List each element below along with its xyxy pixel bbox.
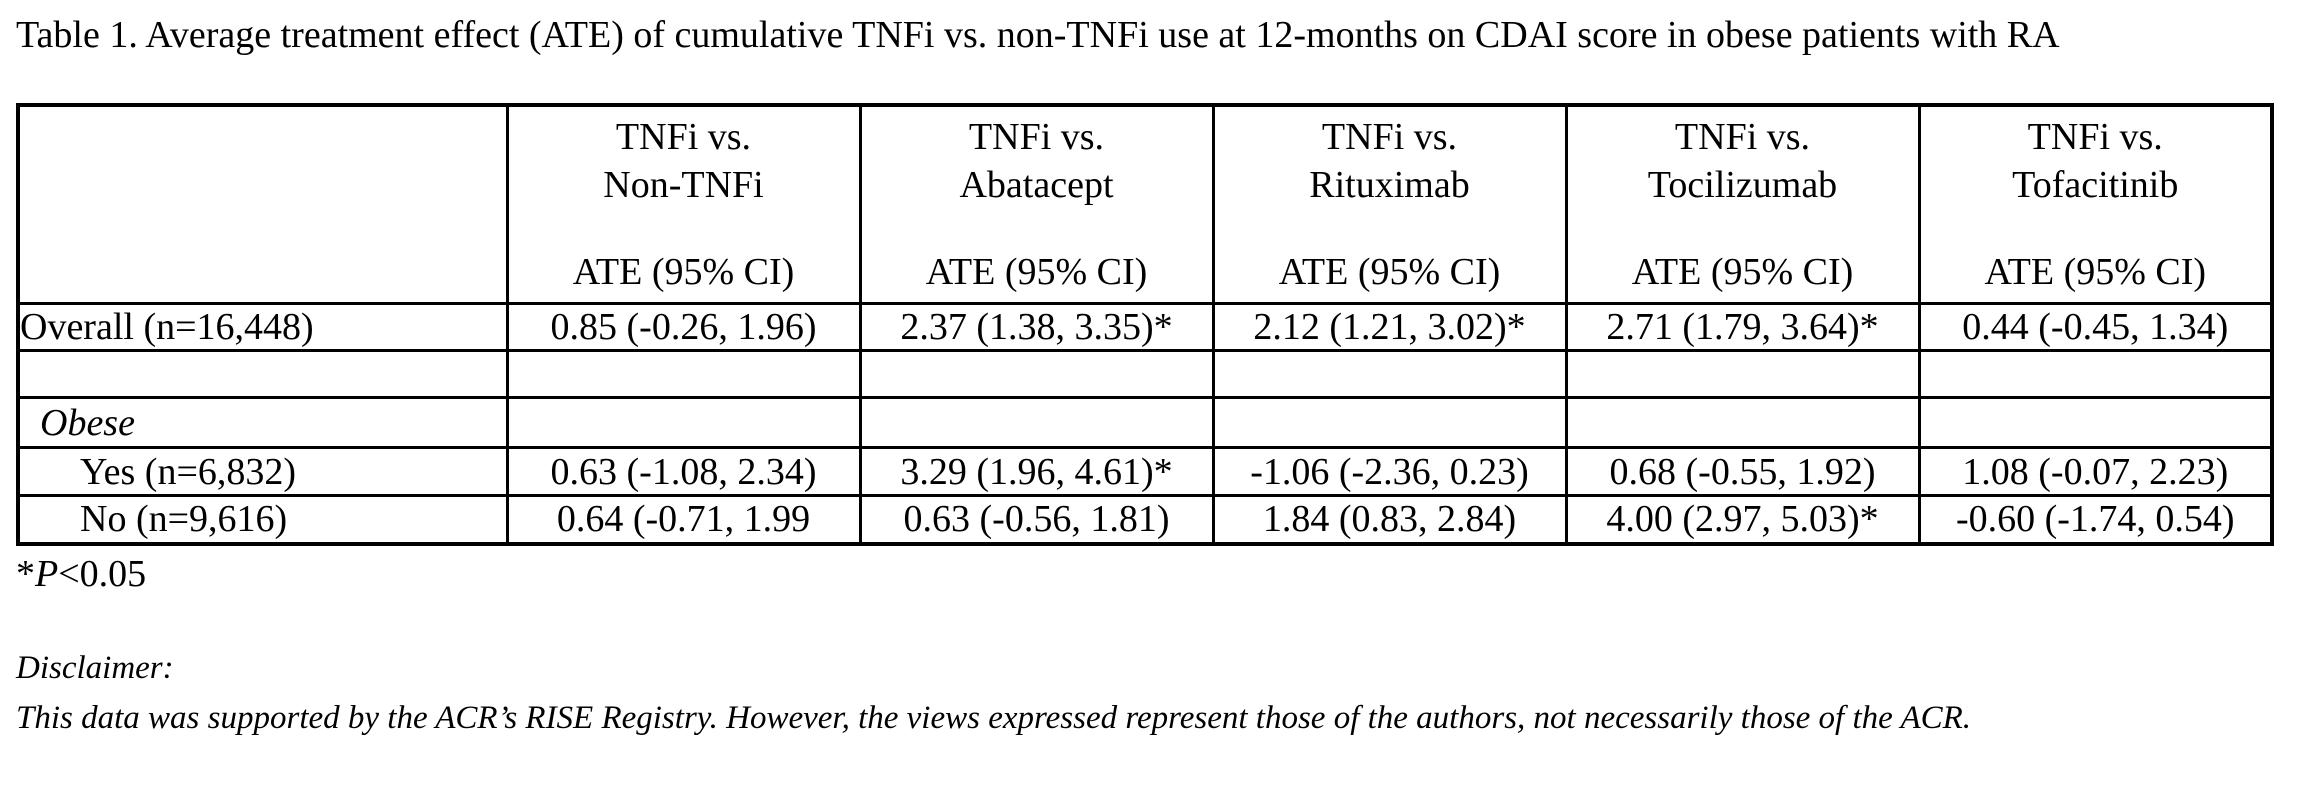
comparison-header-content: TNFi vs. Tofacitinib ATE (95% CI) [1922,108,2269,301]
row-label-cell: No (n=9,616) [16,494,509,545]
comparison-header-cell: TNFi vs. Abatacept ATE (95% CI) [858,103,1215,305]
comparison-name-line: Non-TNFi [603,164,764,206]
table-row: Obese [16,396,2274,449]
measure-label: ATE (95% CI) [1278,251,1501,293]
table-row: No (n=9,616) 0.64 (-0.71, 1.99 0.63 (-0.56… [16,494,2274,545]
value-cell: 3.29 (1.96, 4.61)* [858,446,1215,497]
value-cell [858,396,1215,449]
p-symbol: P [35,552,59,595]
value-cell: 1.08 (-0.07, 2.23) [1917,446,2274,497]
measure-label: ATE (95% CI) [1631,251,1854,293]
value-cell [1211,349,1568,399]
comparison-header-cell: TNFi vs. Tofacitinib ATE (95% CI) [1917,103,2274,305]
measure-label: ATE (95% CI) [572,251,795,293]
table-row: Yes (n=6,832) 0.63 (-1.08, 2.34) 3.29 (1.9… [16,446,2274,497]
value-cell: 2.71 (1.79, 3.64)* [1564,302,1921,352]
value-cell [1564,396,1921,449]
comparison-header-cell: TNFi vs. Rituximab ATE (95% CI) [1211,103,1568,305]
value-cell [505,349,862,399]
value-cell: 1.84 (0.83, 2.84) [1211,494,1568,545]
value-cell [858,349,1215,399]
value-cell: 0.44 (-0.45, 1.34) [1917,302,2274,352]
comparison-name-line: TNFi vs. [1674,116,1811,158]
table-header: TNFi vs. Non-TNFi ATE (95% CI) TNFi vs. Abat… [16,103,2274,305]
comparison-name: TNFi vs. Tocilizumab [1569,113,1916,209]
value-cell: 2.37 (1.38, 3.35)* [858,302,1215,352]
comparison-header-content: TNFi vs. Rituximab ATE (95% CI) [1216,108,1563,301]
comparison-name: TNFi vs. Abatacept [863,113,1210,209]
value-cell: 0.68 (-0.55, 1.92) [1564,446,1921,497]
comparison-header-content: TNFi vs. Tocilizumab ATE (95% CI) [1569,108,1916,301]
table-row: Overall (n=16,448) 0.85 (-0.26, 1.96) 2.37… [16,302,2274,352]
comparison-header-cell: TNFi vs. Tocilizumab ATE (95% CI) [1564,103,1921,305]
value-cell [1917,396,2274,449]
row-label-cell: Obese [16,396,509,449]
disclaimer-text: This data was supported by the ACR’s RIS… [16,699,1972,736]
row-label-cell: Yes (n=6,832) [16,446,509,497]
header-row: TNFi vs. Non-TNFi ATE (95% CI) TNFi vs. Abat… [16,103,2274,305]
comparison-name-line: TNFi vs. [615,116,752,158]
comparison-header-content: TNFi vs. Abatacept ATE (95% CI) [863,108,1210,301]
significance-note: *P<0.05 [16,551,2282,597]
comparison-name-line: Rituximab [1309,164,1470,206]
value-cell [1917,349,2274,399]
comparison-name: TNFi vs. Rituximab [1216,113,1563,209]
treatment-effect-table: TNFi vs. Non-TNFi ATE (95% CI) TNFi vs. Abat… [16,103,2274,546]
value-cell: 4.00 (2.97, 5.03)* [1564,494,1921,545]
comparison-header-cell: TNFi vs. Non-TNFi ATE (95% CI) [505,103,862,305]
comparison-name-line: TNFi vs. [2027,116,2163,158]
value-cell [505,396,862,449]
comparison-name: TNFi vs. Non-TNFi [510,113,857,209]
p-threshold: <0.05 [58,552,147,595]
comparison-name-line: Tocilizumab [1647,164,1838,206]
corner-cell [16,103,509,305]
comparison-name-line: TNFi vs. [968,116,1105,158]
value-cell: 0.64 (-0.71, 1.99 [505,494,862,545]
value-cell: 0.63 (-1.08, 2.34) [505,446,862,497]
comparison-header-content: TNFi vs. Non-TNFi ATE (95% CI) [510,108,857,301]
comparison-name-line: Tofacitinib [2012,164,2179,206]
comparison-name-line: TNFi vs. [1321,116,1458,158]
value-cell: 0.85 (-0.26, 1.96) [505,302,862,352]
table-row [16,349,2274,399]
table-body: Overall (n=16,448) 0.85 (-0.26, 1.96) 2.37… [16,302,2274,545]
measure-label: ATE (95% CI) [925,251,1148,293]
value-cell: -1.06 (-2.36, 0.23) [1211,446,1568,497]
value-cell [1564,349,1921,399]
row-label-cell: Overall (n=16,448) [16,302,509,352]
value-cell: -0.60 (-1.74, 0.54) [1917,494,2274,545]
table-title: Table 1. Average treatment effect (ATE) … [16,14,2060,56]
value-cell: 0.63 (-0.56, 1.81) [858,494,1215,545]
comparison-name-line: Abatacept [959,164,1114,206]
significance-marker: * [16,552,35,595]
row-label-cell [16,349,509,399]
measure-label: ATE (95% CI) [1984,251,2207,293]
value-cell [1211,396,1568,449]
disclaimer-label: Disclaimer: [16,649,174,686]
value-cell: 2.12 (1.21, 3.02)* [1211,302,1568,352]
disclaimer-block: Disclaimer: This data was supported by t… [16,643,2282,743]
comparison-name: TNFi vs. Tofacitinib [1922,113,2269,209]
